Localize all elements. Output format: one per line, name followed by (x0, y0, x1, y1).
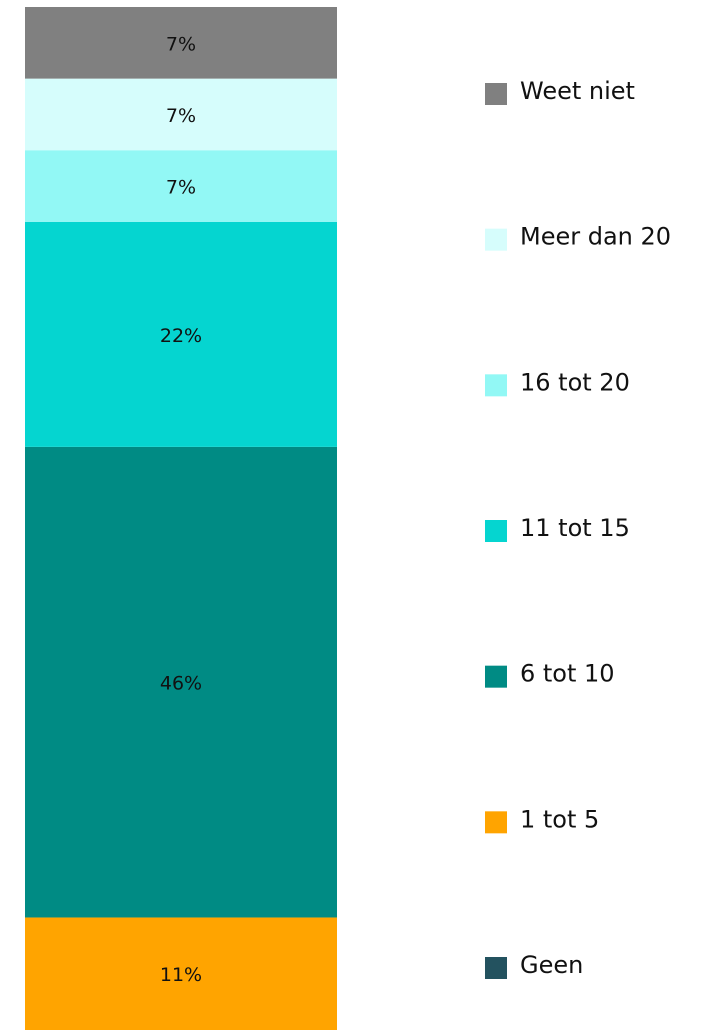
legend-swatch (485, 520, 507, 542)
segment-label: 7% (166, 177, 196, 199)
legend-label: 16 tot 20 (520, 368, 630, 396)
bar-segment (25, 150, 337, 222)
legend-label: 6 tot 10 (520, 660, 615, 688)
legend-label: Weet niet (520, 77, 635, 105)
segment-label: 46% (160, 673, 202, 695)
bar-segment (25, 221, 337, 447)
segment-label: 22% (160, 325, 202, 347)
legend-label: 11 tot 15 (520, 514, 630, 542)
segment-label: 11% (160, 964, 202, 986)
bar-segment (25, 78, 337, 151)
legend-swatch (485, 83, 507, 105)
segment-label: 7% (166, 33, 196, 55)
legend-label: 1 tot 5 (520, 805, 599, 833)
segment-label: 7% (166, 105, 196, 127)
legend-label: Meer dan 20 (520, 223, 671, 251)
legend-swatch (485, 228, 507, 251)
bar-segment (25, 7, 337, 79)
bar-segment (25, 446, 337, 918)
bar-segment (25, 917, 337, 1030)
legend-swatch (485, 811, 507, 834)
legend-swatch (485, 665, 507, 688)
legend-label: Geen (520, 951, 583, 979)
legend-swatch (485, 957, 507, 979)
legend-swatch (485, 374, 507, 397)
